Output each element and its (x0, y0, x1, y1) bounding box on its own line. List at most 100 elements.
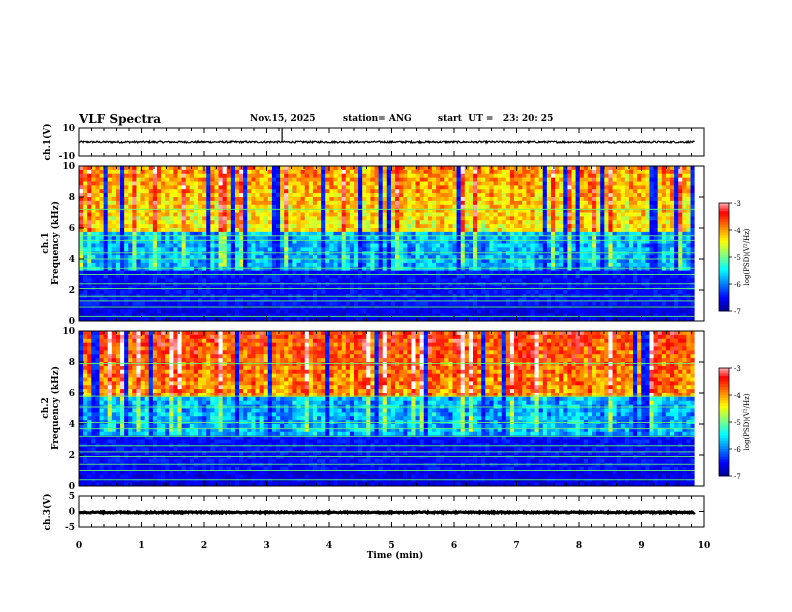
spectrogram-cell (366, 251, 371, 256)
spectrogram-cell (333, 216, 338, 221)
spectrogram-cell (403, 212, 408, 217)
spectrogram-cell (460, 270, 466, 275)
spectrogram-cell (198, 189, 203, 194)
spectrogram-cell (115, 181, 121, 186)
spectrogram-cell (493, 228, 499, 233)
spectrogram-cell (575, 181, 581, 186)
spectrogram-cell (509, 255, 515, 260)
spectrogram-cell (308, 255, 314, 260)
spectrogram-cell (575, 239, 581, 244)
spectrogram-cell (382, 197, 388, 202)
spectrogram-cell (555, 259, 560, 264)
spectrogram-cell (366, 282, 371, 287)
spectrogram-cell (460, 239, 466, 244)
spectrogram-cell (399, 177, 404, 182)
spectrogram-cell (485, 297, 490, 303)
spectrogram-cell (349, 317, 355, 322)
spectrogram-cell (169, 262, 174, 268)
spectrogram-cell (284, 173, 289, 179)
spectrogram-cell (115, 239, 121, 244)
spectrogram-cell (345, 169, 351, 175)
spectrogram-cell (427, 243, 433, 248)
spectrogram-cell (468, 220, 474, 225)
spectrogram-cell (423, 212, 429, 217)
spectrogram-cell (271, 243, 277, 248)
spectrogram-cell (403, 313, 408, 318)
spectrogram-cell (115, 193, 121, 198)
spectrogram-cell (99, 274, 105, 279)
spectrogram-cell (448, 274, 453, 279)
spectrogram-cell (575, 200, 581, 206)
spectrogram-cell (374, 197, 379, 202)
spectrogram-cell (370, 181, 375, 186)
spectrogram-cell (169, 212, 174, 217)
spectrogram-cell (239, 309, 244, 314)
spectrogram-cell (349, 228, 355, 233)
spectrogram-cell (239, 290, 244, 295)
spectrogram-cell (563, 193, 568, 198)
spectrogram-cell (583, 270, 589, 275)
spectrogram-cell (177, 166, 182, 171)
spectrogram-cell (337, 189, 343, 194)
spectrogram-cell (259, 169, 265, 175)
spectrogram-cell (518, 228, 523, 233)
spectrogram-cell (489, 259, 494, 264)
spectrogram-cell (144, 251, 150, 256)
spectrogram-cell (91, 297, 96, 303)
spectrogram-cell (185, 185, 191, 190)
spectrogram-cell (276, 177, 281, 182)
spectrogram-cell (390, 177, 396, 182)
spectrogram-cell (403, 231, 408, 237)
spectrogram-cell (518, 266, 523, 272)
spectrogram-cell (522, 270, 527, 275)
spectrogram-cell (210, 228, 215, 233)
spectrogram-cell (485, 235, 490, 241)
spectrogram-cell (407, 266, 412, 272)
spectrogram-cell (468, 166, 474, 171)
spectrogram-cell (333, 173, 338, 179)
spectrogram-cell (378, 305, 384, 310)
spectrogram-cell (185, 274, 191, 279)
spectrogram-cell (358, 228, 363, 233)
spectrogram-cell (583, 166, 589, 171)
spectrogram-cell (583, 278, 589, 283)
spectrogram-cell (477, 173, 482, 179)
spectrogram-cell (489, 220, 494, 225)
spectrogram-cell (546, 197, 552, 202)
spectrogram-cell (477, 200, 482, 206)
spectrogram-cell (243, 317, 248, 322)
spectrogram-cell (530, 290, 535, 295)
spectrogram-cell (382, 212, 388, 217)
spectrogram-cell (292, 166, 297, 171)
spectrogram-cell (481, 313, 486, 318)
spectrogram-cell (239, 235, 244, 241)
spectrogram-cell (312, 185, 318, 190)
spectrogram-cell (538, 274, 544, 279)
spectrogram-cell (247, 282, 252, 287)
spectrogram-cell (366, 193, 371, 198)
spectrogram-cell (152, 231, 158, 237)
spectrogram-cell (411, 278, 416, 283)
spectrogram-cell (464, 301, 470, 306)
spectrogram-cell (489, 177, 494, 182)
spectrogram-cell (395, 247, 400, 252)
spectrogram-cell (493, 305, 499, 310)
spectrogram-cell (280, 259, 285, 264)
spectrogram-cell (140, 173, 146, 179)
spectrogram-cell (563, 278, 568, 283)
spectrogram-cell (156, 169, 162, 175)
spectrogram-cell (522, 177, 527, 182)
spectrogram-cell (251, 239, 256, 244)
spectrogram-cell (489, 208, 494, 213)
spectrogram-cell (411, 282, 416, 287)
spectrogram-cell (587, 177, 593, 182)
spectrogram-cell (559, 274, 564, 279)
spectrogram-cell (271, 270, 277, 275)
spectrogram-cell (550, 197, 556, 202)
spectrogram-cell (87, 193, 92, 198)
spectrogram-cell (333, 220, 338, 225)
spectrogram-cell (530, 305, 535, 310)
spectrogram-cell (522, 231, 527, 237)
spectrogram-cell (534, 173, 540, 179)
spectrogram-cell (234, 173, 240, 179)
